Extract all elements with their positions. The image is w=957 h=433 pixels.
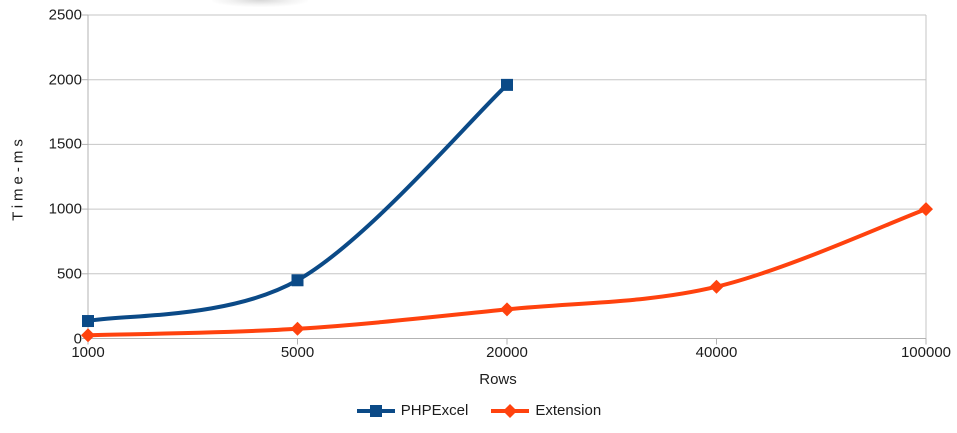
data-point-marker-diamond [81, 328, 95, 343]
y-axis-title: Time-ms [9, 135, 27, 221]
y-tick-label: 0 [73, 330, 82, 347]
chart-legend: PHPExcel Extension [0, 402, 957, 419]
x-tick-label: 40000 [695, 344, 738, 361]
legend-marker-square-icon [356, 404, 395, 417]
series-line-phpexcel [86, 82, 509, 324]
legend-label: Extension [535, 402, 602, 419]
y-tick-label: 1000 [48, 200, 82, 218]
data-point-marker-diamond [919, 202, 933, 217]
x-tick-label: 5000 [280, 344, 315, 361]
legend-marker-diamond-icon [491, 403, 530, 418]
legend-item-phpexcel: PHPExcel [356, 402, 469, 419]
legend-item-extension: Extension [490, 402, 601, 419]
data-point-marker-square [501, 78, 513, 91]
legend-label: PHPExcel [400, 402, 469, 419]
x-tick-label: 20000 [486, 344, 528, 361]
y-tick-label: 1500 [48, 135, 82, 153]
x-tick-label: 100000 [900, 344, 952, 361]
data-point-marker-square [291, 274, 304, 287]
data-point-marker-diamond [290, 321, 305, 336]
x-tick-label: 1000 [71, 344, 105, 361]
data-point-marker-diamond [709, 279, 724, 294]
data-point-marker-square [82, 315, 94, 328]
y-tick-label: 500 [56, 265, 82, 283]
data-point-marker-diamond [500, 302, 514, 317]
y-tick-label: 2500 [48, 6, 82, 24]
y-tick-label: 2000 [48, 71, 82, 89]
x-axis-title: Rows [479, 371, 517, 388]
